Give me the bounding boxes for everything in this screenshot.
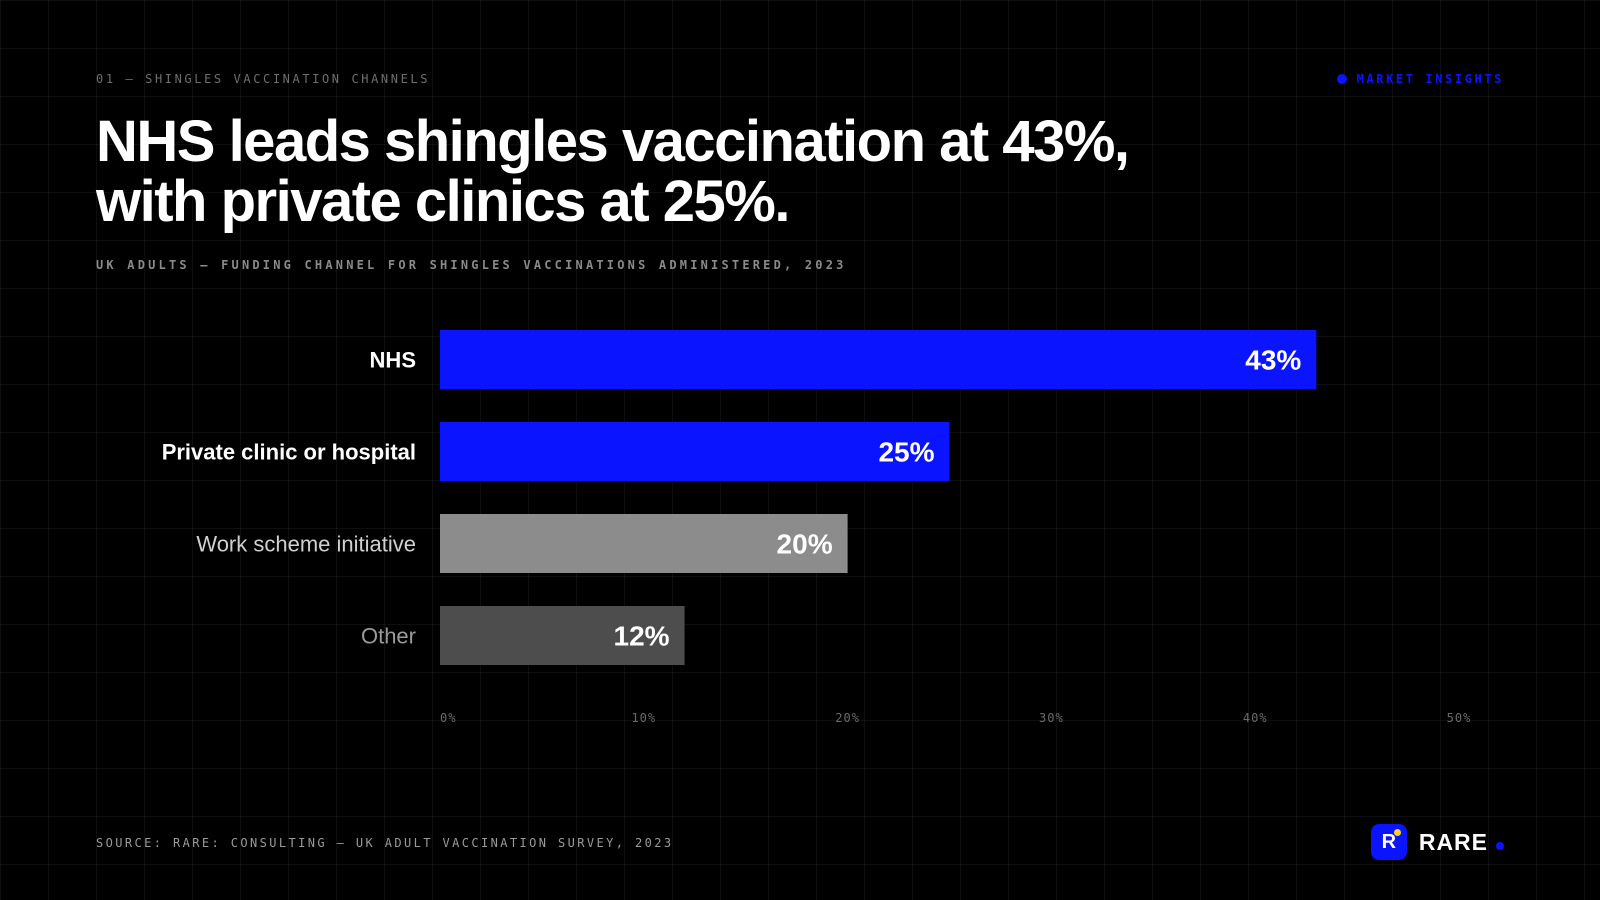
brand-mark-letter: R (1381, 830, 1397, 853)
tag-dot-icon (1336, 74, 1347, 84)
bar-1 (440, 422, 950, 481)
headline-line-2: with private clinics at 25%. (96, 169, 790, 234)
headline: NHS leads shingles vaccination at 43%, w… (96, 112, 1396, 232)
value-label-3: 12% (614, 621, 670, 652)
category-label-0: NHS (370, 348, 416, 373)
bar-0 (440, 330, 1317, 389)
category-label-1: Private clinic or hospital (162, 440, 416, 465)
section-tag: MARKET INSIGHTS (1336, 72, 1504, 86)
x-tick-label-0: 0% (440, 711, 456, 725)
category-label-2: Work scheme initiative (196, 532, 416, 557)
x-tick-label-4: 40% (1243, 711, 1268, 725)
tag-label: MARKET INSIGHTS (1356, 72, 1504, 86)
eyebrow-label: 01 — SHINGLES VACCINATION CHANNELS (96, 72, 431, 86)
category-label-3: Other (361, 624, 416, 649)
x-tick-label-5: 50% (1447, 711, 1472, 725)
brand-logo: R RARE (1370, 824, 1504, 860)
bar-3 (440, 606, 685, 665)
x-tick-label-2: 20% (835, 711, 860, 725)
source-note: SOURCE: RARE: CONSULTING — UK ADULT VACC… (96, 836, 674, 850)
bar-chart: NHS 43% Private clinic or hospital 25% Work … (162, 330, 1472, 725)
rare-logo-icon: R (1370, 824, 1407, 860)
x-tick-label-1: 10% (631, 711, 656, 725)
value-label-2: 20% (777, 529, 833, 560)
headline-line-1: NHS leads shingles vaccination at 43%, (96, 109, 1130, 174)
brand-dot-icon (1496, 842, 1504, 850)
chart-subtitle: UK ADULTS — FUNDING CHANNEL FOR SHINGLES… (96, 258, 847, 272)
x-tick-label-3: 30% (1039, 711, 1064, 725)
value-label-0: 43% (1245, 345, 1301, 376)
value-label-1: 25% (878, 437, 934, 468)
brand-name: RARE (1418, 828, 1488, 855)
bar-2 (440, 514, 848, 573)
brand-mark-dot-icon (1393, 829, 1401, 836)
